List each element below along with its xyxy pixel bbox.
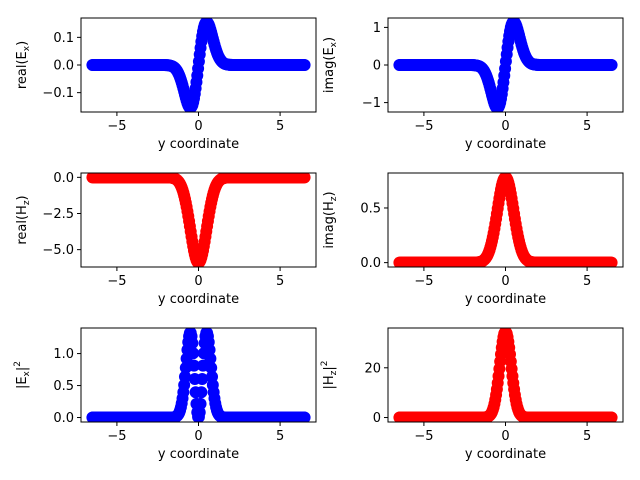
x-tick-label: 0 (194, 119, 202, 134)
data-point (195, 386, 208, 399)
series-points (393, 328, 618, 422)
x-tick-label: −5 (414, 119, 433, 134)
data-point (298, 59, 311, 71)
subplot-1: −5 0 5 −0.1 0.0 0.1 y coordinate real(Ex) (15, 17, 317, 152)
y-tick-label: 0 (373, 411, 381, 426)
x-axis-label: y coordinate (158, 137, 239, 152)
data-point (187, 359, 200, 372)
y-tick-label: 0.1 (53, 31, 74, 46)
x-tick-label: 0 (501, 119, 509, 134)
x-axis-label: y coordinate (158, 447, 239, 462)
x-tick-label: 5 (276, 119, 284, 134)
data-point (194, 397, 207, 410)
data-point (298, 173, 311, 184)
y-axis-label: real(Ex) (15, 41, 32, 89)
data-point (298, 411, 311, 422)
subplot-3: −5 0 5 −5.0 −2.5 0.0 y coordinate real(Hz) (15, 171, 317, 307)
y-axis-label: |Hz|2 (320, 360, 339, 389)
y-tick-label: 0.0 (53, 59, 74, 74)
y-tick-label: 1 (373, 21, 381, 36)
x-tick-label: 5 (276, 429, 284, 444)
y-tick-label: 20 (364, 361, 381, 376)
x-tick-label: −5 (107, 429, 126, 444)
y-tick-label: −2.5 (42, 207, 74, 222)
x-axis-label: y coordinate (158, 292, 239, 307)
y-tick-label: −1 (362, 96, 381, 111)
series-points (86, 328, 311, 422)
x-axis-label: y coordinate (465, 292, 546, 307)
x-tick-label: 0 (501, 429, 509, 444)
y-tick-label: −5.0 (42, 243, 74, 258)
y-tick-label: 0.5 (53, 379, 74, 394)
data-point (605, 256, 618, 267)
x-tick-label: 0 (501, 274, 509, 289)
data-point (605, 59, 618, 71)
data-point (203, 343, 216, 356)
data-point (196, 373, 209, 386)
y-tick-label: 0 (373, 59, 381, 74)
x-tick-label: −5 (414, 274, 433, 289)
y-tick-label: 0.0 (53, 411, 74, 426)
x-tick-label: −5 (414, 429, 433, 444)
y-axis-label: |Ex|2 (13, 361, 32, 389)
series-points (393, 18, 618, 112)
x-tick-label: −5 (107, 119, 126, 134)
subplot-5: −5 0 5 0.0 0.5 1.0 y coordinate |Ex|2 (13, 327, 317, 462)
subplot-2: −5 0 5 −1 0 1 y coordinate imag(Ex) (322, 17, 624, 152)
x-axis-label: y coordinate (465, 447, 546, 462)
x-tick-label: 0 (194, 274, 202, 289)
y-axis-label: real(Hz) (15, 195, 32, 244)
data-point (205, 361, 218, 374)
x-tick-label: 5 (583, 429, 591, 444)
y-tick-label: 0.5 (360, 201, 381, 216)
subplot-4: −5 0 5 0.0 0.5 y coordinate imag(Hz) (322, 172, 624, 307)
x-tick-label: 0 (194, 429, 202, 444)
data-point (187, 347, 200, 360)
y-tick-label: 1.0 (53, 347, 74, 362)
y-tick-label: −0.1 (42, 86, 74, 101)
x-tick-label: −5 (107, 274, 126, 289)
series-points (86, 173, 311, 267)
x-tick-label: 5 (583, 119, 591, 134)
y-axis-label: imag(Ex) (322, 37, 339, 93)
data-point (605, 411, 618, 422)
x-tick-label: 5 (583, 274, 591, 289)
data-point (204, 352, 217, 365)
y-axis-label: imag(Hz) (322, 191, 339, 248)
y-tick-label: 0.0 (360, 256, 381, 271)
data-point (186, 337, 199, 350)
subplot-6: −5 0 5 0 20 y coordinate |Hz|2 (320, 327, 624, 462)
series-points (393, 173, 618, 267)
x-tick-label: 5 (276, 274, 284, 289)
data-point (178, 370, 191, 383)
series-points (86, 18, 311, 112)
y-tick-label: 0.0 (53, 171, 74, 186)
x-axis-label: y coordinate (465, 137, 546, 152)
